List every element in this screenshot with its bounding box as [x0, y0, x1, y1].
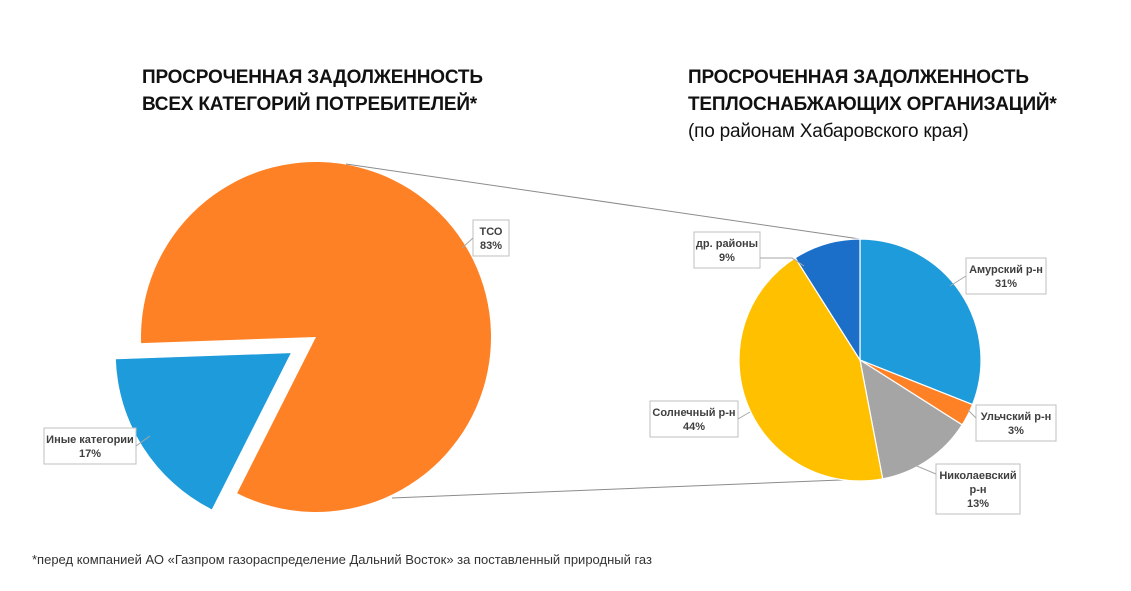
left-title-line-2: ВСЕХ КАТЕГОРИЙ ПОТРЕБИТЕЛЕЙ* — [142, 94, 477, 115]
label-тсо-box — [472, 219, 510, 257]
label-солнечный-р-н-text: Солнечный р-н — [652, 407, 735, 419]
pie-slice-солнечный-р-н — [738, 257, 884, 482]
label-ульчский-р-н-box — [975, 404, 1057, 442]
label-иные-категории: Иные категории 17% — [43, 427, 137, 465]
label-солнечный-р-н-box — [649, 400, 739, 438]
right-title-line-1: ПРОСРОЧЕННАЯ ЗАДОЛЖЕННОСТЬ — [688, 67, 1029, 88]
label-тсо-text: ТСО — [480, 226, 503, 238]
label-солнечный-р-н-text: 44% — [683, 421, 705, 433]
label-ульчский-р-н-text: 3% — [1008, 425, 1024, 437]
left-title-line-1: ПРОСРОЧЕННАЯ ЗАДОЛЖЕННОСТЬ — [142, 67, 483, 88]
label-амурский-р-н-text: Амурский р-н — [969, 264, 1043, 276]
leader-тсо — [461, 237, 474, 249]
data-labels: ТСО 83% Иные категории 17% Амурский р-н 31% Ул… — [43, 219, 1057, 515]
label-николаевский-р-н-box — [935, 463, 1021, 515]
leader-иные-категории — [135, 435, 151, 447]
label-иные-категории-text: Иные категории — [46, 434, 134, 446]
label-николаевский-р-н-text: 13% — [967, 498, 989, 510]
leader-др-районы — [760, 257, 805, 267]
label-тсо-text: 83% — [480, 240, 502, 252]
leader-николаевский-р-н — [911, 463, 937, 475]
pie-slice-амурский-р-н — [859, 238, 982, 406]
label-ульчский-р-н: Ульчский р-н 3% — [975, 404, 1057, 442]
right-pie — [738, 238, 982, 482]
right-title-line-2: ТЕПЛОСНАБЖАЮЩИХ ОРГАНИЗАЦИЙ* — [688, 94, 1057, 115]
label-амурский-р-н-text: 31% — [995, 278, 1017, 290]
connector-lines — [345, 163, 867, 499]
label-др-районы-text: 9% — [719, 252, 735, 264]
left-pie — [115, 161, 492, 512]
connector-bottom — [391, 478, 867, 499]
label-солнечный-р-н: Солнечный р-н 44% — [649, 400, 739, 438]
label-ульчский-р-н-text: Ульчский р-н — [981, 411, 1052, 423]
right-chart-subtitle: (по районам Хабаровского края) — [688, 121, 969, 142]
pie-slice-николаевский-р-н — [859, 358, 963, 480]
label-тсо: ТСО 83% — [472, 219, 510, 257]
leader-ульчский-р-н — [967, 409, 977, 419]
leader-амурский-р-н — [949, 275, 967, 287]
footnote: *перед компанией АО «Газпром газораспред… — [32, 552, 652, 567]
pie-slice-тсо — [141, 161, 492, 512]
pie-slice-др-районы — [794, 238, 861, 363]
label-др-районы-box — [693, 231, 761, 269]
label-николаевский-р-н-text: Николаевский — [939, 470, 1016, 482]
leader-солнечный-р-н — [737, 411, 751, 420]
right-chart-title: ПРОСРОЧЕННАЯ ЗАДОЛЖЕННОСТЬ ТЕПЛОСНАБЖАЮЩ… — [688, 64, 1057, 145]
pie-slice-иные-категории — [115, 353, 291, 510]
label-иные-категории-text: 17% — [79, 448, 101, 460]
label-николаевский-р-н-text: р-н — [969, 484, 986, 496]
label-амурский-р-н: Амурский р-н 31% — [965, 257, 1047, 295]
connector-top — [345, 163, 861, 240]
label-др-районы-text: др. районы — [696, 238, 758, 250]
label-николаевский-р-н: Николаевский р-н 13% — [935, 463, 1021, 515]
left-chart-title: ПРОСРОЧЕННАЯ ЗАДОЛЖЕННОСТЬ ВСЕХ КАТЕГОРИ… — [142, 64, 483, 118]
label-др-районы: др. районы 9% — [693, 231, 761, 269]
